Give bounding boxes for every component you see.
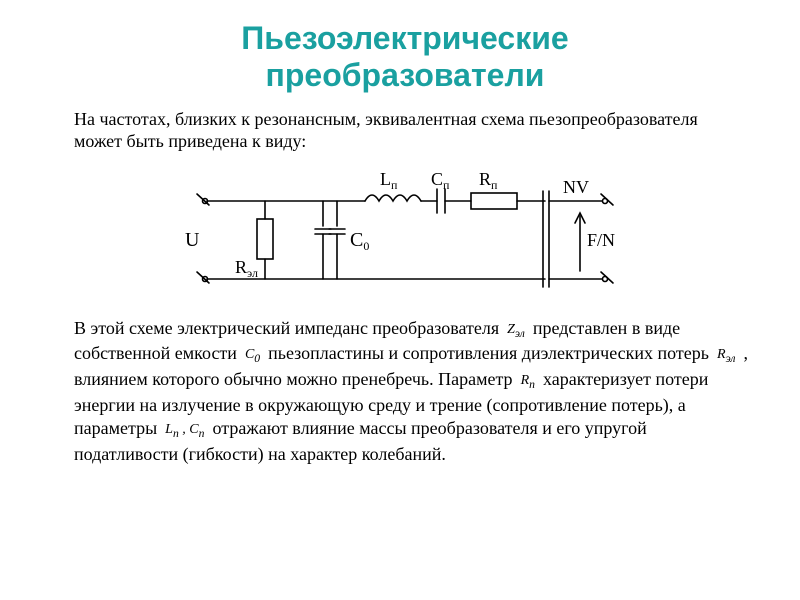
label-Rp: Rп: [479, 169, 498, 192]
sym-Rel: Rэл: [714, 347, 740, 362]
intro-paragraph: На частотах, близких к резонансным, экви…: [74, 108, 750, 153]
body-p1: В этой схеме электрический импеданс прео…: [74, 318, 504, 338]
label-Cp: Cп: [431, 169, 450, 192]
sym-C0: C0: [241, 347, 263, 362]
sym-Rn: Rп: [517, 373, 538, 388]
label-FN: F/N: [587, 230, 615, 250]
circuit-diagram: U Rэл C0 Lп Cп Rп NV F/N: [175, 161, 635, 311]
sym-LnCn: Lп , Cп: [162, 422, 208, 437]
label-NV: NV: [563, 177, 589, 197]
sym-Zel: Zэл: [504, 322, 529, 337]
title-line2: преобразователи: [266, 57, 545, 93]
label-Lp: Lп: [380, 169, 398, 192]
body-p3: пьезопластины и сопротивления диэлектрич…: [268, 343, 713, 363]
label-U: U: [185, 229, 200, 251]
page-title: Пьезоэлектрические преобразователи: [60, 20, 750, 94]
title-line1: Пьезоэлектрические: [241, 20, 568, 56]
equivalent-circuit-svg: U Rэл C0 Lп Cп Rп NV F/N: [175, 161, 635, 311]
label-C0: C0: [350, 229, 369, 253]
label-Rel: Rэл: [235, 257, 258, 280]
body-paragraph: В этой схеме электрический импеданс прео…: [74, 317, 750, 466]
